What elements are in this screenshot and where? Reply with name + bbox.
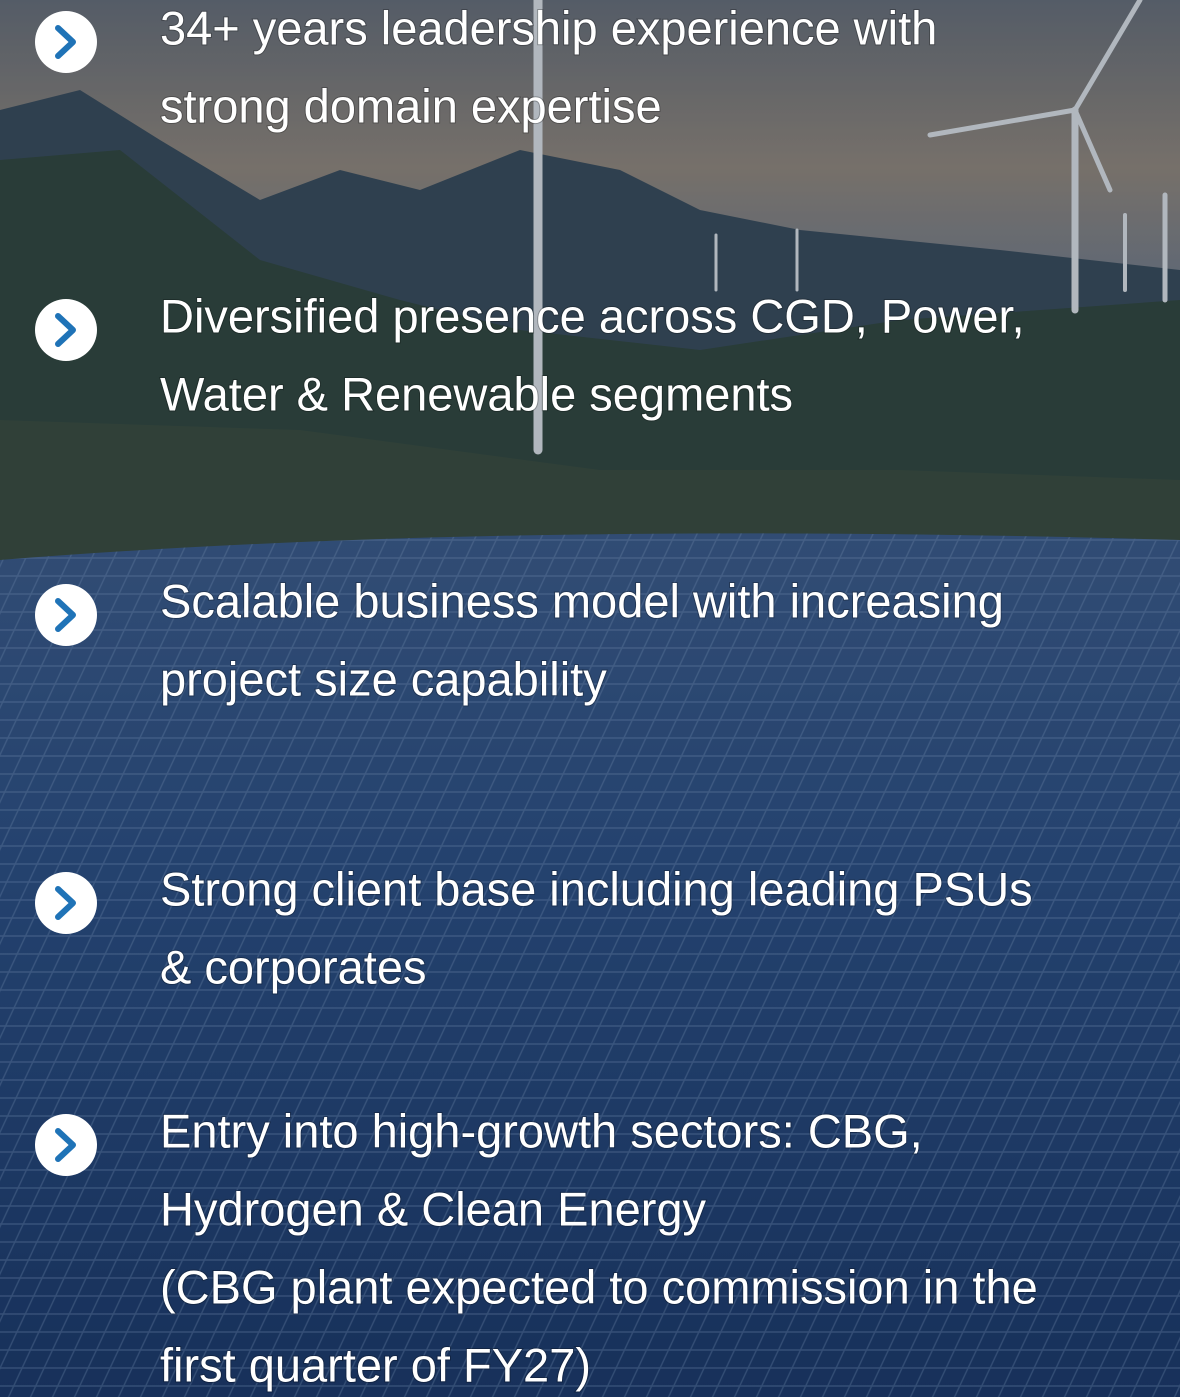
item-text: Entry into high-growth sectors: CBG, [160,1104,923,1157]
item-text: 34+ years leadership experience with [160,1,937,54]
bullet-chevron [55,886,76,920]
bullet-chevron [55,313,76,347]
bullet-icon [35,584,97,646]
item-text: Scalable business model with increasing [160,574,1004,627]
item-text: strong domain expertise [160,79,662,132]
item-text: Hydrogen & Clean Energy [160,1182,707,1235]
bullet-icon [35,1114,97,1176]
item-text: (CBG plant expected to commission in the [160,1260,1038,1313]
item-text: first quarter of FY27) [160,1338,591,1391]
solar-cells [0,533,1180,1397]
wind-turbines [533,0,1168,455]
bullet-chevron [55,598,76,632]
item-text: project size capability [160,652,607,705]
item-text: Strong client base including leading PSU… [160,862,1033,915]
bullet-chevron [55,1128,76,1162]
bullet-chevron [55,25,76,59]
item-text: Diversified presence across CGD, Power, [160,289,1025,342]
bullet-icon [35,872,97,934]
bullet-icon [35,299,97,361]
item-text: & corporates [160,940,426,993]
bullet-icon [35,11,97,73]
item-text: Water & Renewable segments [160,367,793,420]
